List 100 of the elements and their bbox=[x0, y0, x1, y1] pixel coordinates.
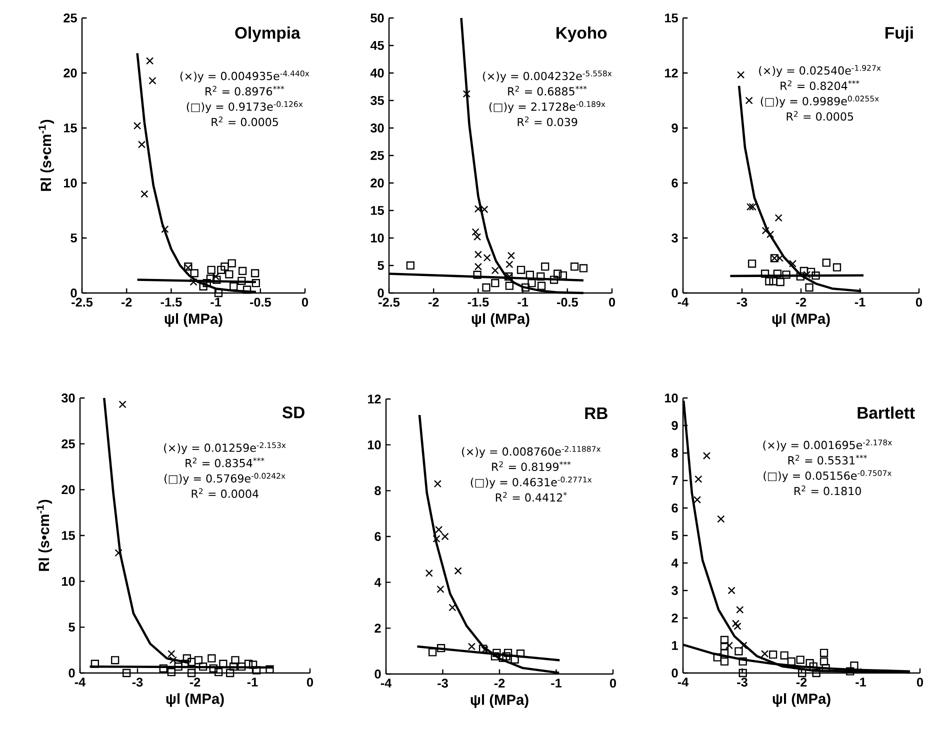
x-axis-title: ψl (MPa) bbox=[772, 313, 830, 327]
y-tick-label: 9 bbox=[672, 421, 678, 430]
y-tick-label: 0 bbox=[70, 288, 77, 298]
chart-title: Fuji bbox=[886, 26, 913, 42]
chart-title: RB bbox=[585, 408, 608, 419]
y-tick-label: 0 bbox=[374, 670, 381, 678]
y-axis-title: Rl (s•cm$^{-1}$) bbox=[38, 120, 54, 191]
y-tick-label: 5 bbox=[672, 531, 678, 540]
y-tick-label: 2 bbox=[374, 624, 381, 633]
chart-title: SD bbox=[282, 406, 304, 418]
annotation: R$^{2}$ = 0.0005 bbox=[786, 111, 854, 121]
y-tick-label: 15 bbox=[665, 14, 678, 22]
x-tick-label: -2.5 bbox=[378, 298, 400, 307]
y-tick-label: 6 bbox=[672, 504, 678, 512]
x-tick-label: -2 bbox=[494, 678, 505, 688]
annotation: R$^{2}$ = 0.039 bbox=[518, 116, 578, 126]
y-tick-label: 0 bbox=[68, 668, 75, 678]
y-tick-label: 15 bbox=[64, 124, 77, 132]
y-tick-label: 50 bbox=[370, 14, 384, 22]
x-tick-label: -3 bbox=[438, 678, 448, 688]
y-tick-label: 25 bbox=[64, 14, 77, 22]
x-axis-title: ψl (MPa) bbox=[164, 313, 222, 327]
annotation: (□)y = 0.4631e$^{-0.2771x}$ bbox=[470, 476, 592, 488]
x-tick-label: -2 bbox=[190, 678, 200, 687]
y-tick-label: 3 bbox=[672, 586, 678, 595]
y-tick-label: 12 bbox=[665, 68, 678, 78]
y-tick-label: 10 bbox=[64, 178, 77, 188]
y-tick-label: 10 bbox=[368, 440, 381, 450]
x-tick-label: -2.5 bbox=[72, 298, 93, 307]
annotation: R$^{2}$ = 0.8199$^{***}$ bbox=[492, 461, 571, 472]
y-tick-label: 10 bbox=[371, 234, 384, 242]
x-axis-title: ψl (MPa) bbox=[166, 693, 224, 707]
annotation: (×)y = 0.004232e$^{-5.558x}$ bbox=[482, 70, 612, 82]
y-tick-label: 25 bbox=[62, 439, 75, 448]
y-tick-label: 6 bbox=[672, 178, 678, 188]
annotation: (×)y = 0.01259e$^{-2.153x}$ bbox=[164, 442, 286, 454]
y-tick-label: 0 bbox=[378, 288, 384, 298]
y-tick-label: 30 bbox=[61, 394, 75, 402]
annotation: R$^{2}$ = 0.0005 bbox=[212, 116, 278, 126]
x-tick-label: -1 bbox=[247, 678, 258, 686]
y-tick-label: 40 bbox=[370, 68, 384, 78]
annotation: R$^{2}$ = 0.8204$^{***}$ bbox=[780, 80, 860, 90]
y-tick-label: 10 bbox=[665, 394, 678, 402]
y-tick-label: 15 bbox=[371, 206, 384, 215]
y-tick-label: 12 bbox=[368, 394, 381, 404]
y-tick-label: 5 bbox=[70, 234, 77, 242]
annotation: (×)y = 0.001695e$^{-2.178x}$ bbox=[763, 440, 892, 452]
y-axis-title: Rl (s•cm$^{-1}$) bbox=[36, 500, 52, 571]
y-tick-label: 8 bbox=[374, 486, 381, 496]
x-tick-label: -2 bbox=[796, 678, 807, 687]
x-tick-label: -4 bbox=[678, 678, 689, 686]
annotation: (□)y = 2.1728e$^{-0.189x}$ bbox=[489, 101, 606, 113]
annotation: (□)y = 0.9173e$^{-0.126x}$ bbox=[186, 101, 303, 113]
x-tick-label: -4 bbox=[678, 298, 689, 306]
chart-title: Olympia bbox=[235, 26, 300, 42]
y-tick-label: 0 bbox=[672, 288, 678, 298]
annotation: (×)y = 0.02540e$^{-1.927x}$ bbox=[759, 65, 881, 77]
x-axis-title: ψl (MPa) bbox=[772, 693, 830, 707]
y-tick-label: 3 bbox=[672, 234, 678, 242]
x-tick-label: 0 bbox=[608, 298, 616, 307]
annotation: (×)y = 0.004935e$^{-4.440x}$ bbox=[180, 70, 310, 82]
x-tick-label: -0.5 bbox=[250, 298, 271, 307]
x-axis-title: ψl (MPa) bbox=[470, 694, 528, 708]
annotation: R$^{2}$ = 0.4412$^{*}$ bbox=[496, 492, 567, 502]
x-tick-label: 0 bbox=[916, 298, 922, 307]
annotation: R$^{2}$ = 0.1810 bbox=[794, 486, 861, 496]
annotation: (×)y = 0.008760e$^{-2.11887x}$ bbox=[462, 446, 601, 458]
y-tick-label: 10 bbox=[62, 576, 75, 586]
y-tick-label: 35 bbox=[370, 96, 384, 105]
x-tick-label: -1.5 bbox=[160, 298, 182, 307]
chart-title: Kyoho bbox=[556, 26, 607, 42]
y-tick-label: 20 bbox=[64, 68, 77, 78]
y-tick-label: 4 bbox=[374, 578, 382, 587]
y-tick-label: 6 bbox=[374, 532, 381, 541]
y-tick-label: 20 bbox=[370, 178, 384, 188]
annotation: R$^{2}$ = 0.5531$^{***}$ bbox=[788, 454, 867, 465]
x-tick-label: 0 bbox=[306, 678, 313, 687]
x-tick-label: -1 bbox=[854, 298, 866, 306]
annotation: R$^{2}$ = 0.8976$^{***}$ bbox=[206, 86, 284, 96]
y-tick-label: 15 bbox=[62, 531, 75, 540]
annotation: (□)y = 0.5769e$^{-0.0242x}$ bbox=[164, 472, 286, 485]
y-tick-label: 2 bbox=[672, 614, 678, 622]
x-tick-label: -0.5 bbox=[556, 298, 578, 307]
x-tick-label: -3 bbox=[736, 298, 748, 307]
y-tick-label: 20 bbox=[62, 485, 75, 494]
y-tick-label: 45 bbox=[370, 41, 384, 50]
y-tick-label: 7 bbox=[672, 476, 678, 485]
x-tick-label: -2 bbox=[428, 298, 439, 307]
y-tick-label: 25 bbox=[370, 151, 384, 160]
y-tick-label: 0 bbox=[672, 668, 678, 678]
x-tick-label: 0 bbox=[302, 298, 308, 307]
y-tick-label: 5 bbox=[68, 622, 75, 632]
x-tick-label: -1.5 bbox=[468, 298, 489, 307]
x-tick-label: -1 bbox=[518, 298, 528, 306]
x-tick-label: -2 bbox=[796, 298, 806, 307]
y-tick-label: 1 bbox=[672, 641, 678, 650]
x-tick-label: 0 bbox=[916, 678, 924, 687]
y-tick-label: 4 bbox=[671, 558, 678, 568]
x-tick-label: -4 bbox=[74, 678, 86, 686]
annotation: R$^{2}$ = 0.8354$^{***}$ bbox=[186, 458, 264, 468]
